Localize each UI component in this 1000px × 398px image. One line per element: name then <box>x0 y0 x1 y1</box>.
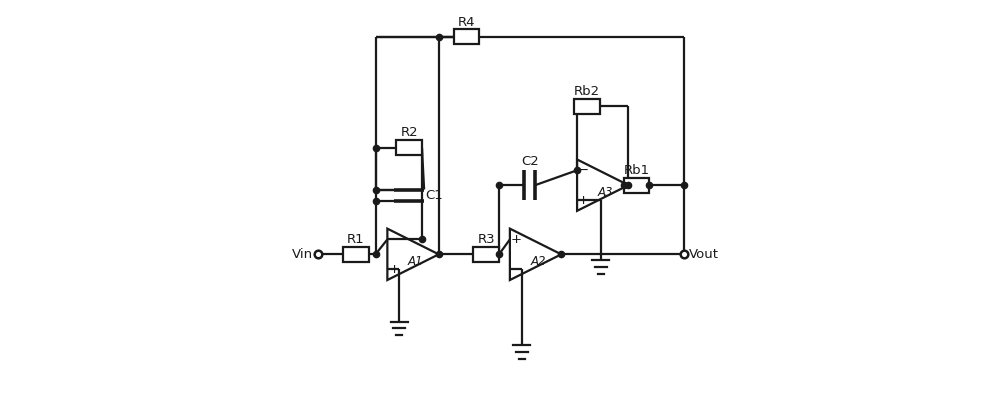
Text: R2: R2 <box>400 127 418 139</box>
Bar <box>343 247 369 262</box>
Text: −: − <box>578 164 589 177</box>
Bar <box>454 29 479 45</box>
Text: Vout: Vout <box>689 248 719 261</box>
Text: −: − <box>388 233 399 246</box>
Text: Vin: Vin <box>292 248 313 261</box>
Text: A1: A1 <box>408 255 423 268</box>
Bar <box>574 99 600 114</box>
Text: C2: C2 <box>521 155 539 168</box>
Text: +: + <box>578 193 589 207</box>
Bar <box>624 178 649 193</box>
Text: R4: R4 <box>458 16 475 29</box>
Text: Rb2: Rb2 <box>574 85 600 98</box>
Text: A2: A2 <box>530 255 546 268</box>
Text: Rb1: Rb1 <box>623 164 649 177</box>
Bar <box>396 140 422 155</box>
Text: +: + <box>388 263 399 276</box>
Text: −: − <box>511 263 522 276</box>
Bar <box>473 247 499 262</box>
Text: A3: A3 <box>598 186 613 199</box>
Text: +: + <box>511 233 522 246</box>
Text: R3: R3 <box>477 233 495 246</box>
Text: C1: C1 <box>425 189 443 201</box>
Text: R1: R1 <box>347 233 365 246</box>
